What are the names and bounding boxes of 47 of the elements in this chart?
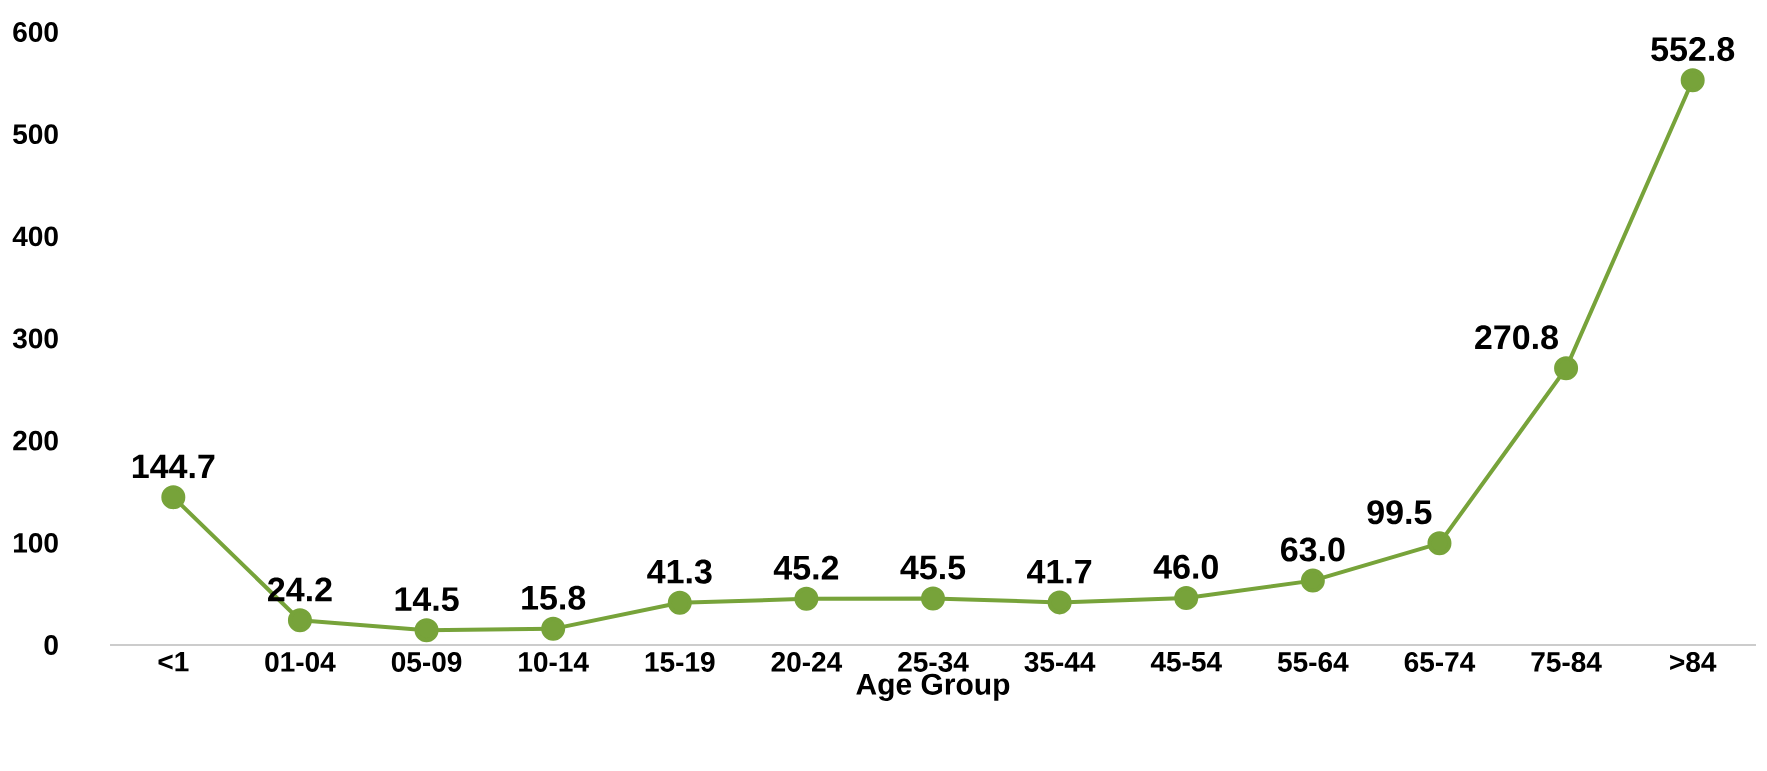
data-label: 552.8: [1651, 37, 1735, 62]
point: [541, 616, 566, 641]
data-label: 99.5: [1367, 500, 1432, 525]
data-label: 63.0: [1281, 537, 1345, 562]
point: [1047, 590, 1072, 615]
x-tick-label: 45-54: [1150, 652, 1222, 672]
x-tick-label: 05-09: [391, 652, 462, 672]
point: [161, 485, 186, 510]
data-label: 24.2: [268, 577, 332, 602]
y-tick-label: 400: [12, 226, 58, 247]
point: [1554, 356, 1579, 381]
data-label: 45.5: [900, 555, 966, 580]
point: [1680, 68, 1705, 93]
x-tick-label: >84: [1670, 652, 1717, 672]
y-tick-label: 600: [13, 22, 58, 42]
point: [287, 608, 312, 633]
data-label: 41.7: [1027, 559, 1092, 584]
point: [1174, 585, 1199, 610]
point: [667, 590, 692, 615]
data-label: 41.3: [647, 559, 712, 584]
x-tick-label: 55-64: [1277, 652, 1349, 672]
x-tick-label: 65-74: [1404, 652, 1476, 672]
x-tick-label: 75-84: [1531, 652, 1602, 672]
x-tick-label: 25-34: [898, 652, 969, 672]
point: [921, 586, 946, 611]
data-label: 14.5: [395, 587, 459, 612]
data-label: 46.0: [1153, 554, 1218, 579]
y-tick-label: 100: [13, 532, 58, 553]
point: [414, 618, 439, 643]
x-tick-label: 15-19: [645, 652, 715, 672]
y-tick-label: 200: [13, 430, 58, 451]
point: [1427, 531, 1452, 556]
y-tick-label: 500: [13, 124, 58, 145]
x-axis-title: Age Group: [856, 673, 1010, 701]
x-tick-label: 01-04: [265, 652, 336, 672]
data-label: 144.7: [132, 454, 215, 479]
data-label: 15.8: [522, 585, 586, 610]
point: [794, 586, 819, 611]
x-tick-label: 20-24: [771, 652, 843, 672]
data-label: 270.8: [1475, 325, 1558, 350]
point: [1300, 568, 1325, 593]
data-label: 45.2: [773, 555, 839, 580]
x-tick-label: 35-44: [1024, 652, 1096, 672]
x-tick-label: <1: [158, 652, 189, 672]
x-tick-label: 10-14: [519, 652, 589, 672]
y-tick-label: 300: [12, 328, 58, 349]
y-tick-label: 0: [44, 635, 58, 655]
